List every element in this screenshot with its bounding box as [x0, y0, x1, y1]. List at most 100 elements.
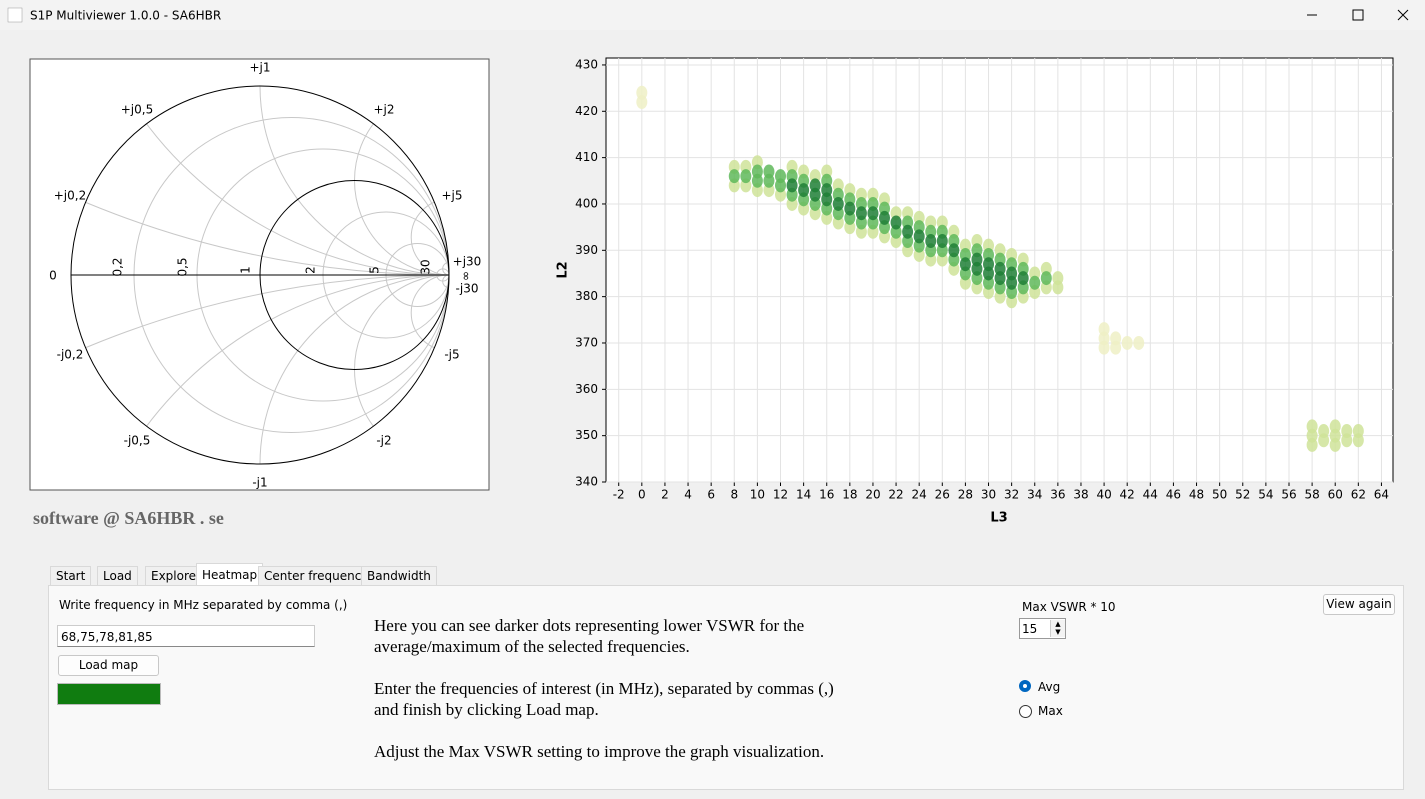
x-tick-label: 30: [981, 488, 996, 502]
x-tick-label: 8: [730, 488, 738, 502]
tab[interactable]: Heatmap: [196, 563, 264, 586]
x-tick-label: 64: [1374, 488, 1389, 502]
x-tick-label: 32: [1004, 488, 1019, 502]
heat-dot: [1052, 271, 1064, 286]
description-line: and finish by clicking Load map.: [374, 700, 599, 719]
tab[interactable]: Bandwidth: [361, 566, 437, 585]
smith-label: 0,5: [176, 257, 190, 276]
heat-dot: [925, 234, 937, 249]
x-tick-label: 0: [638, 488, 646, 502]
smith-label: 1: [239, 266, 253, 274]
heat-dot: [740, 169, 752, 184]
tab[interactable]: Start: [50, 566, 92, 585]
heat-dot: [948, 243, 960, 258]
y-tick-label: 380: [575, 289, 598, 303]
heatmap: -2 0 2 4 6 8 10 12 14 16 18 20 22 24 26 28 30 32 34 36 38 40 4…: [575, 57, 1393, 502]
y-tick-label: 420: [575, 104, 598, 118]
x-tick-label: 38: [1073, 488, 1088, 502]
smith-label: -j0,2: [57, 348, 84, 362]
heat-dot: [821, 183, 833, 198]
smith-label: +j1: [249, 61, 270, 75]
tab[interactable]: Explore: [145, 566, 203, 585]
x-tick-label: 4: [684, 488, 692, 502]
smith-label: +j0,5: [121, 103, 153, 117]
smith-label: +j0,2: [54, 189, 86, 203]
heat-dot: [1133, 335, 1145, 350]
x-tick-label: 24: [912, 488, 927, 502]
smith-label: 0,2: [111, 257, 125, 276]
frequency-label: Write frequency in MHz separated by comm…: [59, 598, 348, 612]
x-tick-label: 34: [1027, 488, 1042, 502]
smith-label: -j2: [376, 434, 391, 448]
heat-dot: [1121, 335, 1133, 350]
heat-dot: [1029, 275, 1041, 290]
smith-label: ∞: [459, 271, 473, 281]
y-tick-label: 430: [575, 57, 598, 71]
x-tick-label: 26: [935, 488, 950, 502]
y-tick-label: 360: [575, 382, 598, 396]
smith-label: -j0,5: [124, 434, 151, 448]
max-vswr-label: Max VSWR * 10: [1022, 600, 1116, 614]
y-tick-label: 370: [575, 335, 598, 349]
heat-dot: [867, 206, 879, 221]
maximize-button[interactable]: [1352, 9, 1364, 21]
load-map-button[interactable]: Load map: [58, 655, 159, 676]
reactance-arc: [442, 274, 449, 289]
heat-dot: [913, 229, 925, 244]
x-tick-label: 58: [1304, 488, 1319, 502]
heat-dot: [1352, 424, 1364, 439]
x-tick-label: 6: [707, 488, 715, 502]
x-tick-label: 62: [1351, 488, 1366, 502]
heat-dot: [844, 201, 856, 216]
heat-dot: [994, 261, 1006, 276]
x-tick-label: 42: [1120, 488, 1135, 502]
smith-label: +j2: [373, 103, 394, 117]
window-title: S1P Multiviewer 1.0.0 - SA6HBR: [30, 9, 221, 23]
smith-label: -j1: [252, 476, 267, 490]
x-tick-label: 10: [750, 488, 765, 502]
x-tick-label: 20: [865, 488, 880, 502]
smith-label: 0: [49, 269, 57, 283]
heat-dot: [1306, 419, 1318, 434]
close-button[interactable]: [1397, 9, 1409, 21]
radio-max[interactable]: [1019, 705, 1032, 718]
tab[interactable]: Center frequency: [258, 566, 375, 585]
view-again-button[interactable]: View again: [1323, 594, 1395, 615]
tab[interactable]: Load: [97, 566, 138, 585]
x-tick-label: 44: [1143, 488, 1158, 502]
heat-dot: [1329, 419, 1341, 434]
spinner-arrows[interactable]: ▲ ▼: [1050, 620, 1065, 637]
smith-label: 5: [368, 266, 382, 274]
x-tick-label: 50: [1212, 488, 1227, 502]
heat-dot: [751, 164, 763, 179]
description-line: Here you can see darker dots representin…: [374, 616, 805, 635]
y-tick-label: 400: [575, 196, 598, 210]
reactance-arc: [410, 274, 449, 352]
description-line: average/maximum of the selected frequenc…: [374, 637, 690, 656]
x-tick-label: 18: [842, 488, 857, 502]
heat-dot: [879, 210, 891, 225]
canvas: S1P Multiviewer 1.0.0 - SA6HBR +j1 +j0,5…: [0, 0, 1425, 529]
y-tick-label: 350: [575, 428, 598, 442]
frequency-input[interactable]: 68,75,78,81,85: [57, 625, 315, 647]
smith-label: -j5: [444, 348, 459, 362]
x-tick-label: -2: [613, 488, 625, 502]
title-bar: [0, 0, 1425, 30]
heat-dot: [902, 224, 914, 239]
smith-label: 30: [419, 259, 433, 274]
heat-dot: [983, 257, 995, 272]
heat-dot: [1098, 322, 1110, 337]
heat-dot: [1341, 424, 1353, 439]
y-tick-label: 410: [575, 150, 598, 164]
x-tick-label: 60: [1328, 488, 1343, 502]
footer-text: software @ SA6HBR . se: [33, 508, 224, 528]
radio-avg[interactable]: [1019, 680, 1031, 692]
progress-bar: [57, 683, 161, 705]
smith-chart: [70, 85, 450, 465]
heat-dot: [959, 257, 971, 272]
x-tick-label: 36: [1050, 488, 1065, 502]
x-axis-title: L3: [990, 511, 1007, 526]
heat-dot: [1006, 266, 1018, 281]
heat-dot: [1318, 424, 1330, 439]
x-tick-label: 46: [1166, 488, 1181, 502]
